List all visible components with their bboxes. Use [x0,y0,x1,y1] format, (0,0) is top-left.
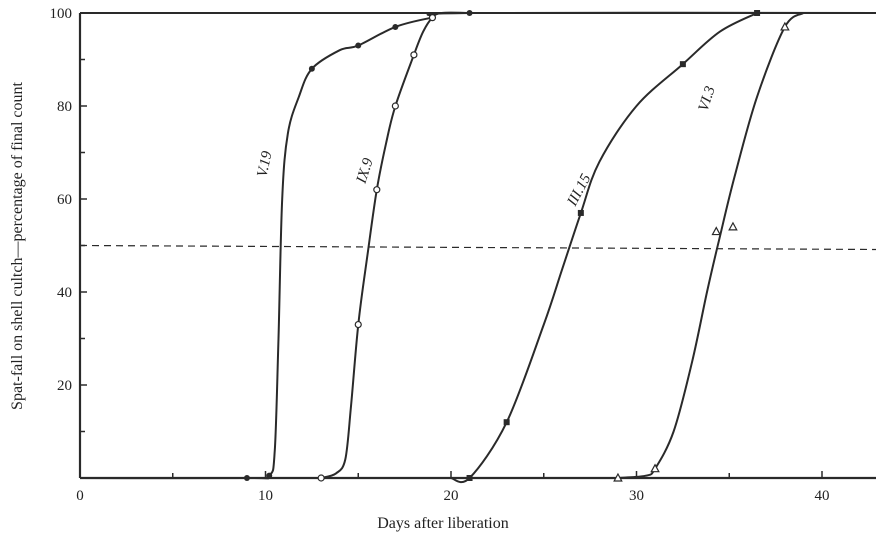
x-tick-label: 10 [258,488,273,504]
marker-iii-15 [679,61,686,68]
series-label-iii-15: III.15 [564,171,595,210]
plot-lines [79,12,876,251]
curve-vi-3 [617,12,805,479]
marker-v-19 [266,472,273,479]
marker-v-19 [466,10,473,16]
x-tick-label: 30 [629,488,644,504]
y-tick-label: 40 [57,285,72,301]
curve-v-19 [79,11,876,480]
x-tick-label: 0 [76,488,84,504]
y-tick-label: 20 [57,378,72,394]
curve-ix-9 [320,11,470,479]
marker-v-19 [355,42,362,49]
marker-vi-3 [711,226,722,236]
x-tick-label: 20 [444,488,459,504]
marker-iii-15 [754,10,761,16]
marker-vi-3 [728,221,738,231]
marker-v-19 [308,65,315,72]
marker-v-19 [392,23,399,30]
marker-v-19 [243,475,250,481]
markers [243,10,790,482]
y-tick-label: 100 [50,6,73,22]
reference-line-50 [79,244,876,251]
x-axis-label: Days after liberation [377,515,509,532]
series-label-vi-3: VI.3 [696,84,719,113]
marker-ix-9 [410,51,418,59]
marker-vi-3 [780,21,790,31]
labels: V.19 IX.9 III.15 VI.3 [255,84,719,209]
curve-iii-15 [450,12,758,484]
marker-iii-15 [577,209,584,216]
series-label-v-19: V.19 [255,149,276,178]
marker-ix-9 [428,14,437,22]
x-tick-label: 40 [815,488,830,504]
axes: 20 40 60 80 100 0 10 20 30 40 [50,6,876,504]
marker-ix-9 [317,474,325,482]
marker-vi-3 [650,463,660,473]
marker-ix-9 [391,102,399,110]
y-tick-label: 60 [57,192,72,208]
marker-iii-15 [466,475,473,481]
y-tick-label: 80 [57,99,72,115]
series-label-ix-9: IX.9 [353,156,377,187]
y-axis-label: Spat-fall on shell cultch—percentage of … [9,82,26,410]
marker-ix-9 [373,186,381,194]
marker-vi-3 [613,472,623,482]
marker-iii-15 [503,419,510,426]
marker-ix-9 [354,320,362,329]
